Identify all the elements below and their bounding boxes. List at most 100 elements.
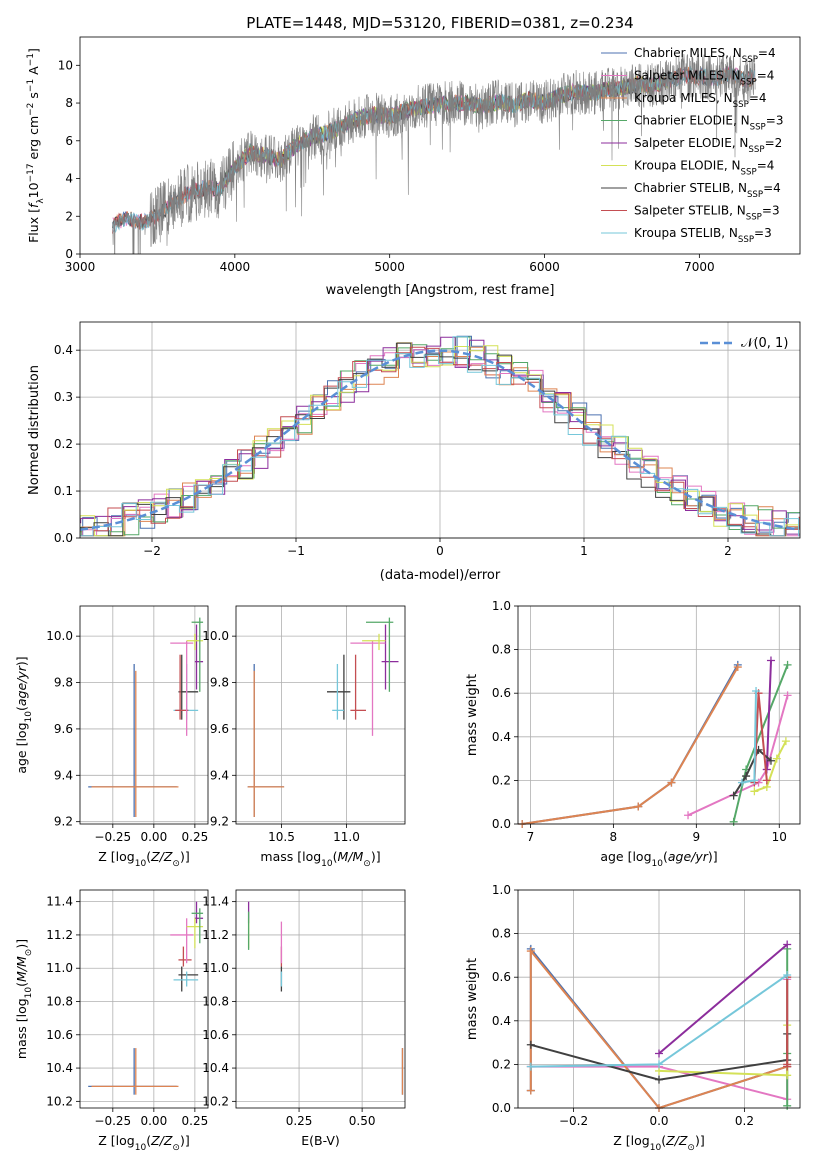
axes-frame [235,889,406,1109]
histogram-series [80,346,800,537]
data-point [366,617,394,692]
series-line [521,664,739,825]
y-tick-label: 0.8 [492,927,511,941]
x-tick-label: 5000 [374,260,405,274]
y-tick-label: 1.0 [492,599,511,613]
label-part: age [log [600,849,651,864]
y-axis-label: mass weight [465,958,480,1040]
x-axis-label: Z [log10(Z/Z⊙)] [98,1133,189,1153]
data-point [178,966,199,992]
label-part: 10 [26,182,41,198]
y-tick-label: 0.2 [492,773,511,787]
label-part: =4 [757,69,775,83]
x-tick-label: 2 [724,544,732,558]
data-point [194,901,204,924]
y-tick-label: 9.2 [54,815,73,829]
label-part: 10 [650,1143,662,1153]
y-tick-label: 11.4 [46,895,73,909]
legend-entry: Salpeter MILES, NSSP=4 [634,69,774,88]
label-part: ⊙ [172,859,180,869]
y-tick-label: 0.0 [54,531,73,545]
legend-entry: Chabrier ELODIE, NSSP=3 [634,114,783,133]
data-point [91,1048,179,1095]
data-point [170,640,194,736]
label-part: age/yr [668,849,709,864]
label-part: ] [26,48,41,53]
label-part: ( [333,849,338,864]
data-point [350,654,366,720]
y-tick-label: 9.6 [54,722,73,736]
legend-entry: 𝒩(0, 1) [741,336,788,351]
y-axis-label: Flux [fλ10−17 erg cm−2 s−1 A−1] [26,48,46,243]
histogram-series [80,335,800,537]
label-part: =3 [754,226,772,240]
legend-entry: Chabrier STELIB, NSSP=4 [634,181,781,200]
label-part: ( [661,1133,666,1148]
series-marker [526,1040,535,1049]
label-part: =3 [766,114,784,128]
y-tick-label: 0.4 [492,730,511,744]
y-tick-label: 10.6 [202,1028,229,1042]
label-part: Flux [ [26,208,41,243]
y-tick-label: 6 [65,134,73,148]
series-marker [742,772,751,781]
axes-age-vs-mass: 10.5 11.0 9.2 9.4 9.6 9.8 10.0 [202,605,406,844]
x-axis-label: Z [log10(Z/Z⊙)] [98,849,189,869]
label-part: )] [371,849,381,864]
y-tick-label: 0 [65,247,73,261]
x-tick-label: 0 [436,544,444,558]
label-part: 10 [24,711,34,723]
legend-entry: Kroupa STELIB, NSSP=3 [634,226,772,245]
label-part: )] [180,1133,190,1148]
series-marker [783,691,792,700]
series-line [521,666,739,825]
axes-mass-vs-Z: −0.25 0.00 0.25 10.2 10.4 10.6 10.8 11.0 11.2 11.… [46,889,209,1128]
data-point [186,918,204,949]
label-part: E(B-V) [301,1133,340,1148]
axes-frame [235,605,406,825]
x-tick-label: 0.50 [349,1114,376,1128]
axes-age-vs-Z: −0.25 0.00 0.25 9.2 9.4 9.6 9.8 10.0 [46,605,209,844]
x-tick-label: 6000 [529,260,560,274]
y-tick-label: 1.0 [492,883,511,897]
label-part: SSP [746,213,762,223]
x-axis-label: (data-model)/error [380,568,501,583]
histogram-series [80,342,800,537]
x-tick-label: 7 [527,830,535,844]
series-marker [729,817,738,826]
y-tick-label: 9.4 [210,768,229,782]
label-part: ( [663,849,668,864]
series-marker [781,737,790,746]
x-tick-label: −0.2 [559,1114,588,1128]
label-part: Kroupa MILES, N [634,91,733,105]
chart-title: PLATE=1448, MJD=53120, FIBERID=0381, z=0… [246,14,633,32]
y-tick-label: 10.2 [202,1094,229,1108]
gaussian-curve [80,349,798,532]
series-marker [667,778,676,787]
series-marker [526,1086,535,1095]
scatter-plot [247,901,404,1095]
data-point [178,946,192,967]
label-part: SSP [747,190,763,200]
axes-weight-vs-age: 7 8 9 10 0.0 0.2 0.4 0.6 0.8 1.0 [492,599,801,844]
x-tick-label: 0.00 [140,830,167,844]
y-tick-label: 11.0 [46,961,73,975]
label-part: −17 [26,163,36,182]
x-tick-label: 8 [610,830,618,844]
series-marker [783,1060,792,1069]
label-part: Z [log [98,849,134,864]
series-marker [655,1049,663,1058]
y-tick-label: 9.6 [210,722,229,736]
y-axis-label: Normed distribution [27,365,42,495]
label-part: SSP [741,168,757,178]
y-tick-label: 0.2 [54,437,73,451]
y-tick-label: 0.0 [492,1101,511,1115]
series-marker [750,776,759,785]
label-part: ⊙ [687,1143,695,1153]
axes-frame [517,605,801,825]
data-point [178,654,199,720]
series-marker [729,791,738,800]
axes-mass-vs-EBV: 0.25 0.50 10.2 10.4 10.6 10.8 11.0 11.2 11.4 [202,889,406,1128]
data-point [194,624,204,690]
